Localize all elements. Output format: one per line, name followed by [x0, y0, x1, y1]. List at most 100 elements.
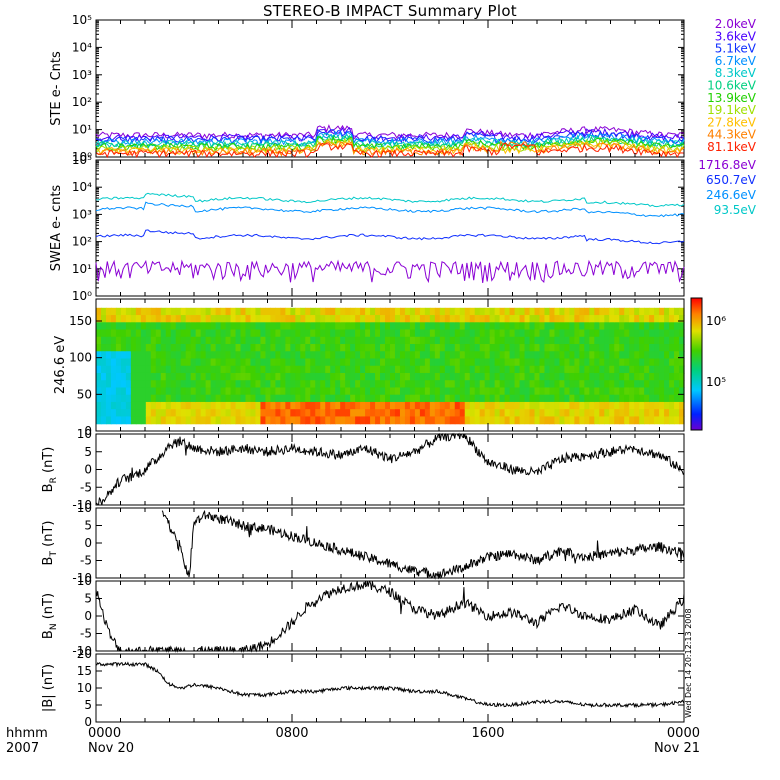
- heatmap-cell: [444, 416, 451, 425]
- heatmap-cell: [260, 329, 267, 338]
- heatmap-cell: [250, 315, 257, 323]
- heatmap-cell: [549, 372, 556, 381]
- heatmap-cell: [579, 409, 585, 418]
- heatmap-cell: [429, 322, 436, 331]
- heatmap-cell: [559, 307, 565, 316]
- heatmap-cell: [135, 344, 142, 352]
- heatmap-cell: [355, 315, 361, 323]
- heatmap-cell: [290, 315, 296, 323]
- heatmap-cell: [454, 322, 461, 331]
- heatmap-cell: [654, 409, 660, 418]
- heatmap-cell: [499, 387, 506, 396]
- heatmap-cell: [559, 329, 565, 338]
- heatmap-cell: [215, 401, 222, 410]
- heatmap-cell: [459, 322, 466, 331]
- heatmap-cell: [130, 409, 137, 418]
- heatmap-cell: [300, 329, 306, 338]
- heatmap-cell: [96, 401, 102, 410]
- colorbar-label: 10⁵: [706, 375, 726, 389]
- heatmap-cell: [679, 344, 685, 352]
- heatmap-cell: [464, 315, 471, 323]
- heatmap-cell: [96, 322, 102, 331]
- heatmap-cell: [504, 344, 511, 352]
- heatmap-cell: [489, 409, 496, 418]
- heatmap-cell: [594, 372, 600, 381]
- heatmap-cell: [424, 307, 431, 316]
- heatmap-cell: [305, 416, 311, 425]
- y-tick-label: -10: [72, 644, 92, 658]
- heatmap-cell: [399, 409, 406, 418]
- heatmap-cell: [499, 315, 506, 323]
- heatmap-cell: [270, 380, 276, 389]
- heatmap-cell: [404, 322, 411, 331]
- heatmap-cell: [444, 344, 451, 352]
- heatmap-cell: [434, 336, 441, 345]
- heatmap-cell: [280, 409, 286, 418]
- heatmap-cell: [544, 394, 551, 403]
- heatmap-cell: [190, 322, 197, 331]
- heatmap-cell: [96, 365, 102, 374]
- heatmap-cell: [439, 372, 446, 381]
- heatmap-cell: [215, 344, 222, 352]
- heatmap-cell: [504, 409, 511, 418]
- heatmap-cell: [340, 401, 346, 410]
- heatmap-cell: [315, 416, 321, 425]
- heatmap-cell: [499, 307, 506, 316]
- heatmap-cell: [639, 351, 645, 360]
- heatmap-cell: [554, 358, 561, 367]
- heatmap-cell: [604, 344, 610, 352]
- heatmap-cell: [549, 307, 556, 316]
- heatmap-cell: [429, 380, 436, 389]
- heatmap-cell: [544, 372, 551, 381]
- heatmap-cell: [614, 315, 620, 323]
- heatmap-cell: [275, 358, 281, 367]
- heatmap-cell: [265, 401, 271, 410]
- heatmap-cell: [579, 329, 585, 338]
- heatmap-cell: [245, 409, 252, 418]
- heatmap-cell: [439, 307, 446, 316]
- heatmap-cell: [479, 307, 486, 316]
- heatmap-cell: [449, 380, 456, 389]
- heatmap-cell: [439, 409, 446, 418]
- heatmap-cell: [245, 380, 252, 389]
- heatmap-cell: [265, 416, 271, 425]
- heatmap-cell: [599, 365, 605, 374]
- heatmap-cell: [579, 344, 585, 352]
- heatmap-cell: [604, 387, 610, 396]
- heatmap-cell: [365, 387, 371, 396]
- heatmap-cell: [454, 358, 461, 367]
- heatmap-cell: [519, 358, 526, 367]
- heatmap-cell: [639, 401, 645, 410]
- heatmap-cell: [355, 329, 361, 338]
- heatmap-cell: [414, 315, 421, 323]
- heatmap-cell: [350, 358, 356, 367]
- heatmap-cell: [479, 322, 486, 331]
- heatmap-cell: [594, 329, 600, 338]
- heatmap-cell: [260, 387, 267, 396]
- heatmap-cell: [285, 322, 291, 331]
- heatmap-cell: [564, 307, 570, 316]
- heatmap-cell: [200, 387, 207, 396]
- heatmap-cell: [589, 416, 595, 425]
- heatmap-cell: [464, 394, 471, 403]
- heatmap-cell: [230, 344, 237, 352]
- heatmap-cell: [235, 322, 242, 331]
- heatmap-cell: [679, 380, 685, 389]
- heatmap-cell: [185, 351, 192, 360]
- heatmap-cell: [624, 307, 630, 316]
- heatmap-cell: [554, 365, 561, 374]
- heatmap-cell: [120, 336, 127, 345]
- heatmap-cell: [604, 401, 610, 410]
- heatmap-cell: [270, 358, 276, 367]
- heatmap-cell: [679, 322, 685, 331]
- y-tick-label: -5: [80, 554, 92, 568]
- x-date-label: Nov 20: [88, 741, 134, 756]
- heatmap-cell: [185, 315, 192, 323]
- heatmap-cell: [200, 315, 207, 323]
- heatmap-cell: [315, 372, 321, 381]
- heatmap-cell: [360, 358, 366, 367]
- heatmap-cell: [215, 394, 222, 403]
- heatmap-cell: [255, 307, 262, 316]
- heatmap-cell: [170, 365, 177, 374]
- heatmap-cell: [659, 387, 665, 396]
